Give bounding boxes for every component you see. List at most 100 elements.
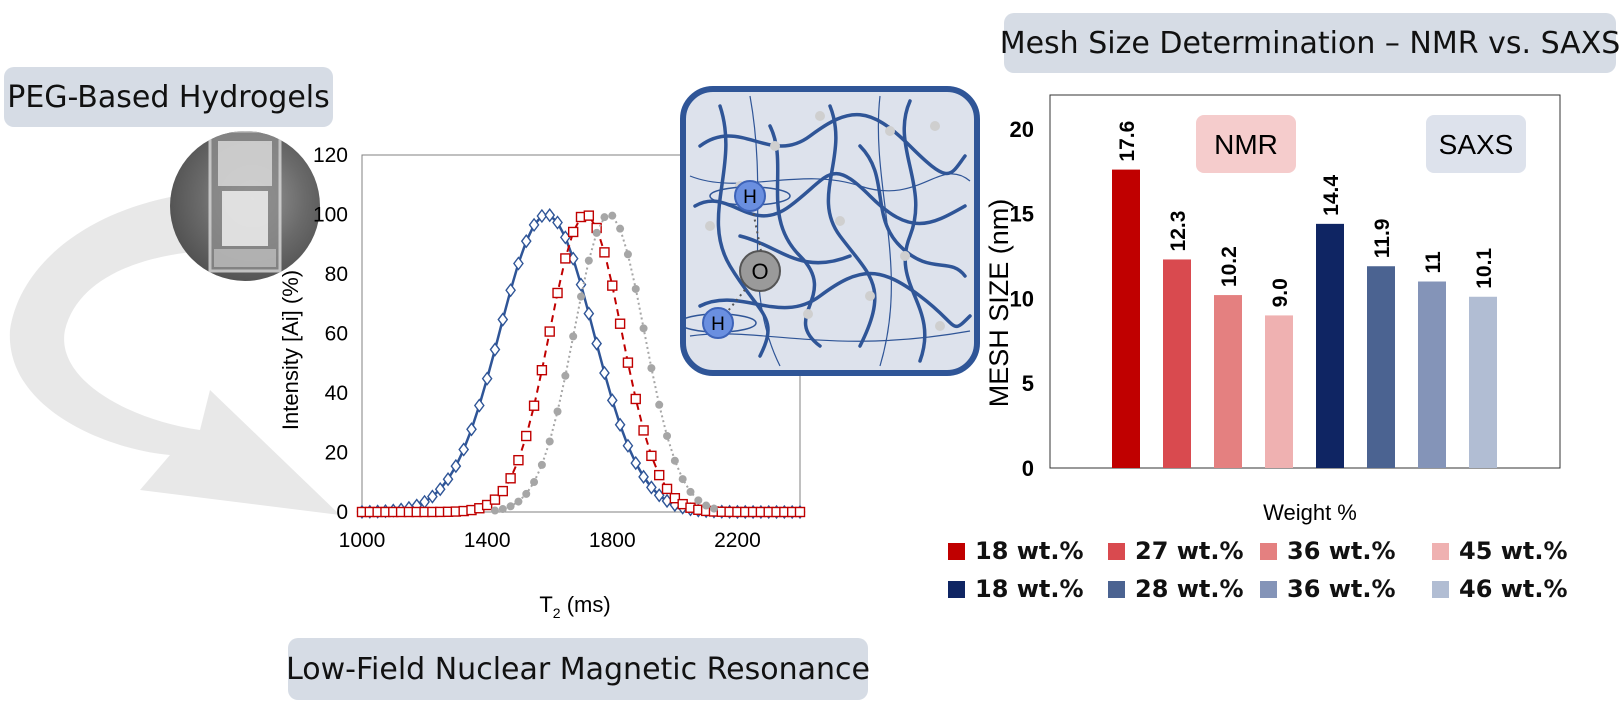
data-point	[646, 450, 657, 462]
data-point	[614, 318, 626, 329]
legend-label: 18 wt.%	[975, 575, 1084, 603]
bar-nmr-3	[1265, 315, 1293, 468]
data-point	[521, 430, 532, 442]
bar-y-tick-label: 0	[1022, 456, 1034, 481]
polymer-network-inset: H O H	[680, 86, 980, 376]
data-point	[545, 437, 554, 446]
bar-y-tick-label: 5	[1022, 371, 1034, 396]
y-tick-label: 60	[325, 323, 348, 346]
data-point	[584, 256, 593, 265]
data-point	[481, 499, 493, 511]
legend-label: 36 wt.%	[1287, 537, 1396, 565]
data-point	[505, 473, 516, 484]
data-point	[490, 506, 499, 515]
hydrogen-atom-2	[702, 307, 734, 339]
h2-label: H	[711, 314, 725, 335]
curved-arrow	[9, 190, 341, 515]
x-tick-label: 1800	[589, 529, 636, 552]
legend-swatch	[948, 542, 965, 560]
data-point	[544, 207, 556, 223]
data-point	[583, 210, 595, 221]
saxs-group-badge	[1426, 115, 1526, 173]
data-point	[661, 483, 673, 495]
legend-swatch	[948, 580, 965, 598]
bar-nmr-0	[1112, 169, 1140, 468]
data-point	[514, 497, 523, 506]
data-point	[663, 431, 672, 440]
data-point	[639, 324, 648, 333]
data-point	[473, 398, 485, 413]
bar-value-label: 10.2	[1218, 246, 1241, 287]
lf-nmr-title: Low-Field Nuclear Magnetic Resonance	[286, 638, 870, 700]
bar-saxs-7	[1469, 296, 1497, 468]
y-axis-label: Intensity [Ai] (%)	[278, 270, 303, 430]
y-tick-label: 40	[325, 382, 348, 405]
data-point	[614, 417, 626, 432]
data-point	[678, 475, 687, 484]
data-point	[520, 233, 532, 249]
bar-legend: 18 wt.% 27 wt.% 36 wt.% 45 wt.% 18 wt.% 28 wt…	[948, 537, 1620, 617]
data-point	[599, 365, 610, 381]
legend-swatch	[1108, 542, 1125, 560]
legend-item-nmr: 45 wt.%	[1432, 537, 1568, 565]
data-point	[552, 215, 563, 230]
x-tick-label: 2200	[714, 529, 761, 552]
data-point	[638, 469, 649, 485]
peg-hydrogels-title: PEG-Based Hydrogels	[4, 67, 333, 127]
nmr-group-badge	[1196, 115, 1296, 173]
data-point	[553, 407, 562, 416]
data-point	[544, 326, 555, 337]
data-point	[528, 400, 540, 411]
data-point	[608, 211, 617, 220]
bar-value-label: 11	[1422, 251, 1445, 274]
legend-label: 45 wt.%	[1459, 537, 1568, 565]
legend-label: 28 wt.%	[1135, 575, 1244, 603]
data-point	[647, 364, 656, 373]
legend-item-saxs: 46 wt.%	[1432, 575, 1568, 603]
data-point	[622, 438, 634, 453]
bar-x-axis-label: Weight %	[1263, 500, 1357, 525]
data-point	[427, 489, 438, 504]
x-tick-label: 1400	[464, 529, 511, 552]
y-tick-label: 20	[325, 442, 348, 465]
data-point	[583, 306, 595, 321]
data-point	[560, 253, 571, 264]
legend-swatch	[1108, 580, 1125, 598]
data-point	[599, 247, 610, 258]
bar-plot-frame	[1049, 94, 1561, 469]
o-label: O	[751, 259, 768, 284]
data-point	[567, 226, 579, 238]
data-point	[631, 284, 640, 293]
data-point	[481, 371, 493, 386]
bar-value-label: 9.0	[1269, 278, 1292, 307]
bar-value-label: 12.3	[1167, 211, 1190, 252]
data-point	[600, 213, 609, 222]
data-point	[489, 494, 501, 505]
data-point	[577, 292, 585, 301]
legend-item-saxs: 18 wt.%	[948, 575, 1084, 603]
data-point	[513, 256, 524, 271]
data-point	[670, 456, 679, 465]
bar-value-label: 10.1	[1473, 248, 1496, 289]
data-point	[497, 312, 509, 327]
legend-swatch	[1260, 580, 1277, 598]
data-point	[489, 342, 501, 357]
bar-nmr-2	[1214, 295, 1242, 468]
data-point	[552, 287, 563, 299]
bar-y-tick-label: 15	[1010, 202, 1034, 227]
oxygen-atom	[739, 250, 781, 292]
data-point	[591, 336, 603, 351]
data-point	[709, 504, 718, 513]
data-point	[575, 277, 587, 292]
hydrogel-photo	[170, 131, 320, 281]
legend-swatch	[1432, 580, 1449, 598]
data-point	[458, 442, 470, 457]
data-point	[536, 208, 548, 224]
legend-label: 18 wt.%	[975, 537, 1084, 565]
bar-saxs-4	[1316, 223, 1344, 468]
legend-item-nmr: 36 wt.%	[1260, 537, 1396, 565]
data-point	[630, 455, 642, 471]
bar-value-label: 11.9	[1371, 219, 1394, 259]
bar-value-label: 14.4	[1320, 175, 1343, 216]
mesh-size-bar-chart: 0 5 10 15 20 17.6 12.3 10.2 9.0 14.4 11.9 11 10.1 ME…	[984, 94, 1561, 525]
